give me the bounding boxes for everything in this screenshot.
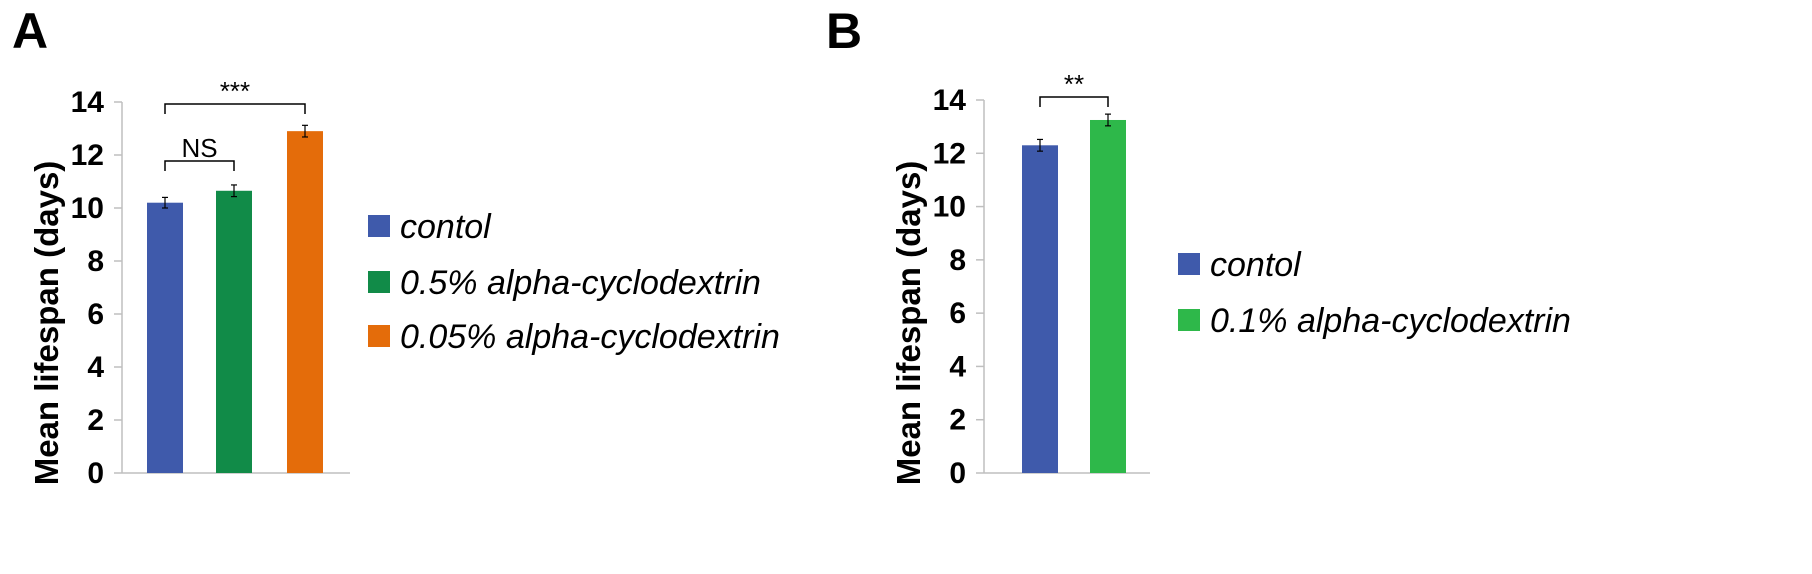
y-tick-label: 14 xyxy=(71,86,105,119)
legend-item: 0.5% alpha-cyclodextrin xyxy=(368,264,761,302)
error-bar xyxy=(1105,113,1111,127)
significance-annotations-a: NS*** xyxy=(164,76,306,171)
error-bar xyxy=(231,184,237,198)
y-ticks-a: 0 2 4 6 8 10 12 14 xyxy=(71,86,122,490)
y-tick-label: 8 xyxy=(87,245,104,278)
bars-a xyxy=(147,124,323,473)
error-bar xyxy=(302,124,308,138)
legend-swatch xyxy=(1178,309,1200,331)
significance-label: *** xyxy=(220,76,250,106)
panel-label-a: A xyxy=(12,3,48,59)
legend-label: 0.05% alpha-cyclodextrin xyxy=(400,318,780,356)
error-bar xyxy=(1037,138,1043,152)
y-tick-label: 14 xyxy=(933,84,967,117)
y-axis-label-b: Mean lifespan (days) xyxy=(890,161,927,486)
y-tick-label: 4 xyxy=(949,350,966,383)
bar xyxy=(287,131,323,473)
significance-bracket xyxy=(1039,96,1109,107)
legend-label: 0.1% alpha-cyclodextrin xyxy=(1210,302,1571,340)
y-tick-label: 4 xyxy=(87,351,104,384)
significance-bracket xyxy=(164,160,235,171)
y-tick-label: 6 xyxy=(949,297,966,330)
legend-swatch xyxy=(368,215,390,237)
y-tick-label: 2 xyxy=(87,404,104,437)
bar xyxy=(1022,145,1058,474)
significance-label: ** xyxy=(1064,69,1084,99)
y-tick-label: 6 xyxy=(87,298,104,331)
y-axis-label-a: Mean lifespan (days) xyxy=(28,161,65,486)
legend-swatch xyxy=(368,325,390,347)
y-ticks-b: 0 2 4 6 8 10 12 14 xyxy=(933,84,984,490)
y-tick-label: 2 xyxy=(949,404,966,437)
legend-swatch xyxy=(1178,253,1200,275)
legend-item: contol xyxy=(368,208,492,246)
y-tick-label: 10 xyxy=(71,192,104,225)
significance-annotations-b: ** xyxy=(1039,69,1109,107)
legend-b: contol 0.1% alpha-cyclodextrin xyxy=(1178,246,1571,340)
bar xyxy=(147,202,183,473)
bar xyxy=(1090,119,1126,473)
panel-b: B Mean lifespan (days) 0 2 4 6 8 10 12 14 ** co… xyxy=(826,3,1571,490)
y-tick-label: 8 xyxy=(949,244,966,277)
legend-swatch xyxy=(368,271,390,293)
legend-item: 0.1% alpha-cyclodextrin xyxy=(1178,302,1571,340)
y-tick-label: 12 xyxy=(933,137,966,170)
y-tick-label: 0 xyxy=(949,457,966,490)
panel-a: A Mean lifespan (days) 0 2 4 6 8 10 12 14 NS***… xyxy=(12,3,780,490)
significance-label: NS xyxy=(181,133,217,163)
y-tick-label: 0 xyxy=(87,457,104,490)
panel-label-b: B xyxy=(826,3,862,59)
legend-item: contol xyxy=(1178,246,1302,284)
bar xyxy=(216,190,252,473)
significance-bracket xyxy=(164,103,306,114)
bars-b xyxy=(1022,113,1126,474)
legend-label: 0.5% alpha-cyclodextrin xyxy=(400,264,761,302)
y-tick-label: 10 xyxy=(933,191,966,224)
legend-a: contol 0.5% alpha-cyclodextrin 0.05% alpha… xyxy=(368,208,780,356)
legend-label: contol xyxy=(400,208,492,246)
y-tick-label: 12 xyxy=(71,139,104,172)
legend-item: 0.05% alpha-cyclodextrin xyxy=(368,318,780,356)
legend-label: contol xyxy=(1210,246,1302,284)
error-bar xyxy=(162,196,168,209)
